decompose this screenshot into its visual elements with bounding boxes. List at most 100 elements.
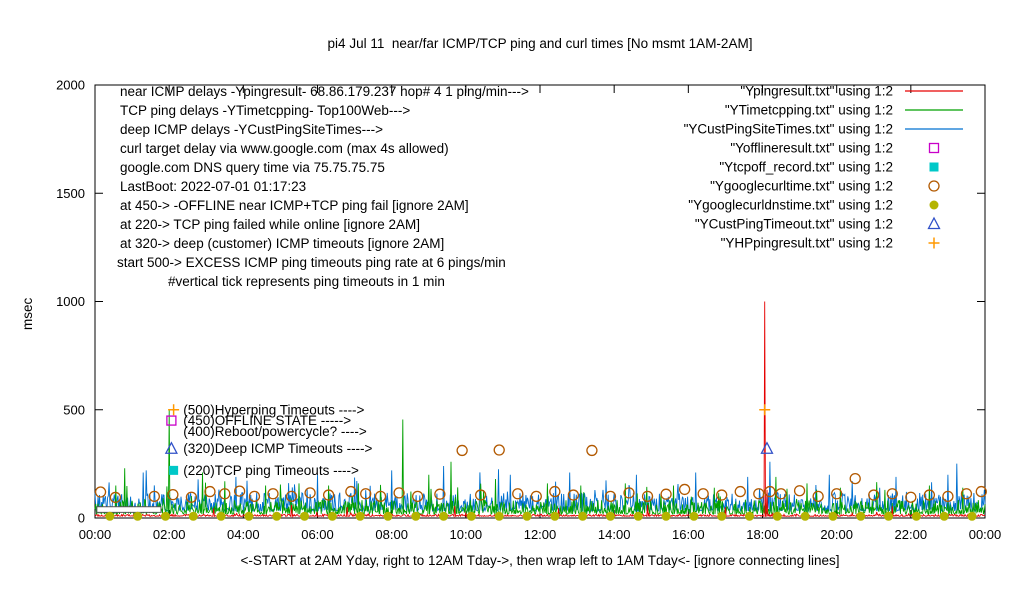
circle-filled-marker: [772, 511, 782, 521]
circle-filled-marker: [439, 511, 449, 521]
axes: 0 500 1000 1500 2000 00:00 02:00 04:00 06:00 08:0…: [56, 78, 1001, 543]
circle-open-marker: [322, 489, 335, 501]
no-measurement-box: [96, 506, 162, 513]
circle-open-marker: [285, 490, 298, 503]
circle-open-marker: [905, 491, 917, 503]
legend-label: "Yofflineresult.txt" using 1:2: [730, 141, 893, 156]
circle-open-marker: [764, 485, 776, 498]
circle-filled-marker: [466, 511, 476, 521]
circle-open-marker: [475, 489, 487, 501]
x-tick-label: 00:00: [79, 527, 112, 542]
circle-open-marker: [975, 485, 987, 498]
x-tick-label: 18:00: [746, 527, 779, 542]
circle-open-marker: [549, 485, 561, 498]
circle-open-marker: [411, 490, 424, 503]
circle-filled-marker: [911, 511, 921, 521]
circle-filled-marker: [272, 511, 282, 521]
legend-label: "YCustPingSiteTimes.txt" using 1:2: [684, 122, 893, 137]
y-tick-label: 500: [63, 402, 85, 417]
circle-filled-marker: [244, 511, 254, 521]
x-tick-label: 12:00: [524, 527, 557, 542]
circle-open-marker: [623, 487, 635, 499]
circle-open-marker: [942, 490, 954, 503]
annotation-line: at 450-> -OFFLINE near ICMP+TCP ping fai…: [120, 198, 469, 213]
annotation-level: (450)OFFLINE STATE ----->: [183, 413, 351, 428]
circle-filled-marker: [605, 511, 615, 521]
circle-filled-marker: [939, 511, 949, 521]
circle-filled-marker: [884, 511, 894, 521]
y-tick-label: 1000: [56, 294, 85, 309]
circle-filled-marker: [717, 511, 727, 521]
circle-open-marker: [812, 490, 824, 503]
circle-open-marker: [697, 488, 709, 500]
annotation-line: TCP ping delays -YTimetcpping- Top100Web…: [120, 103, 410, 118]
circle-filled-marker: [216, 511, 226, 521]
annotation-line: near ICMP delays -Ypingresult- 68.86.179…: [120, 84, 529, 99]
circle-filled-marker: [160, 511, 170, 521]
x-tick-label: 02:00: [153, 527, 186, 542]
circle-open-marker: [512, 488, 524, 500]
annotation-line: LastBoot: 2022-07-01 01:17:23: [120, 179, 306, 194]
annotation-level: (220)TCP ping Timeouts ---->: [183, 463, 359, 478]
x-tick-label: 00:00: [969, 527, 1002, 542]
x-tick-label: 06:00: [301, 527, 334, 542]
circle-filled-marker: [578, 511, 588, 521]
circle-filled-marker: [661, 511, 671, 521]
annotation-line: deep ICMP delays -YCustPingSiteTimes--->: [120, 122, 383, 137]
circle-open-marker: [960, 488, 973, 500]
circle-filled-marker: [383, 511, 393, 521]
y-tick-label: 2000: [56, 78, 85, 93]
legend-label: "Ypingresult.txt" using 1:2: [740, 84, 893, 99]
circle-open-marker: [923, 489, 936, 501]
circle-open-marker: [345, 485, 357, 498]
circle-open-marker: [185, 491, 198, 503]
x-axis-title: <-START at 2AM Yday, right to 12AM Tday-…: [240, 553, 840, 568]
circle-open-marker: [204, 485, 216, 498]
legend-sample-marker: [928, 180, 940, 192]
circle-open-marker: [868, 489, 880, 501]
legend: "Ypingresult.txt" using 1:2 "YTimetcpping…: [684, 84, 963, 251]
annotation-level: (400)Reboot/powercycle? ---->: [183, 424, 367, 439]
circle-open-marker: [530, 490, 542, 503]
annotation-line: google.com DNS query time via 75.75.75.7…: [120, 160, 385, 175]
square-filled-marker: [169, 465, 179, 475]
series-points-YHPpingresult: [168, 404, 771, 416]
circle-open-marker: [775, 488, 787, 500]
circle-filled-marker: [355, 511, 365, 521]
circle-open-marker: [248, 490, 261, 503]
annotation-line: start 500-> EXCESS ICMP ping timeouts pi…: [117, 255, 506, 270]
circle-open-marker: [567, 489, 580, 501]
circle-open-marker: [641, 490, 654, 503]
annotation-line: at 220-> TCP ping failed while online [i…: [120, 217, 420, 232]
circle-open-marker: [586, 444, 598, 457]
circle-filled-marker: [494, 511, 504, 521]
circle-open-marker: [360, 488, 372, 500]
circle-filled-marker: [689, 511, 699, 521]
legend-label: "YHPpingresult.txt" using 1:2: [721, 236, 893, 251]
square-open-marker: [166, 415, 177, 426]
series-points-Ytcpoff_record: [169, 465, 179, 475]
circle-open-marker: [219, 488, 231, 500]
circle-open-marker: [678, 483, 691, 496]
x-tick-label: 04:00: [227, 527, 260, 542]
legend-sample-marker: [927, 216, 941, 230]
legend-label: "Ytcpoff_record.txt" using 1:2: [719, 160, 893, 175]
circle-open-marker: [233, 485, 246, 497]
circle-filled-marker: [856, 511, 866, 521]
circle-open-marker: [753, 488, 765, 500]
circle-filled-marker: [300, 511, 310, 521]
plot-annotations: near ICMP delays -Ypingresult- 68.86.179…: [117, 84, 529, 478]
x-tick-label: 14:00: [598, 527, 631, 542]
annotation-line: at 320-> deep (customer) ICMP timeouts […: [120, 236, 444, 251]
legend-sample-marker: [928, 142, 940, 154]
circle-open-marker: [456, 444, 468, 457]
x-tick-label: 08:00: [375, 527, 408, 542]
series-points-YCustPingTimeout: [164, 441, 774, 454]
circle-open-marker: [604, 490, 617, 503]
annotation-level: (500)Hyperping Timeouts ---->: [183, 402, 364, 417]
x-tick-label: 20:00: [820, 527, 853, 542]
circle-filled-marker: [745, 511, 755, 521]
annotation-level: (320)Deep ICMP Timeouts ---->: [183, 441, 372, 456]
circle-filled-marker: [828, 511, 838, 521]
